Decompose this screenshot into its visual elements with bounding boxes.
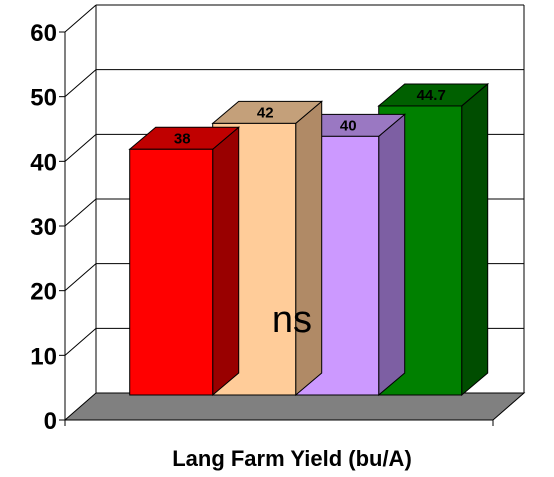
bar-0	[129, 148, 214, 396]
significance-annotation: ns	[272, 299, 312, 341]
data-labels: 44.7 40 42 38	[174, 87, 446, 147]
y-tick-label: 0	[44, 408, 57, 435]
y-axis	[59, 31, 494, 426]
data-label-2: 40	[340, 117, 357, 134]
gridline-diagonal	[64, 4, 97, 33]
y-tick-label: 40	[30, 149, 57, 176]
bar-side-0	[212, 126, 240, 397]
chart-floor	[63, 392, 526, 421]
gridline-diagonal	[64, 69, 97, 98]
floor-plane	[63, 392, 526, 421]
data-label-0: 38	[174, 130, 191, 147]
bar-side-1	[295, 100, 323, 397]
bar-side-3	[461, 82, 489, 397]
data-label-3: 44.7	[417, 87, 446, 104]
y-tick-label: 50	[30, 85, 57, 112]
gridline-diagonal	[64, 263, 97, 292]
y-tick-label: 60	[30, 20, 57, 47]
x-axis-label: Lang Farm Yield (bu/A)	[172, 446, 412, 471]
y-tick-label: 20	[30, 279, 57, 306]
gridline-diagonal	[64, 133, 97, 162]
y-tick-label: 30	[30, 214, 57, 241]
gridline-diagonal	[64, 198, 97, 227]
data-label-1: 42	[257, 104, 274, 121]
gridline-diagonal	[64, 327, 97, 356]
bar-side-2	[378, 113, 406, 397]
y-tick-label: 10	[30, 343, 57, 370]
y-tick-labels: 0 10 20 30 40 50 60	[30, 20, 57, 435]
bars	[128, 82, 490, 397]
